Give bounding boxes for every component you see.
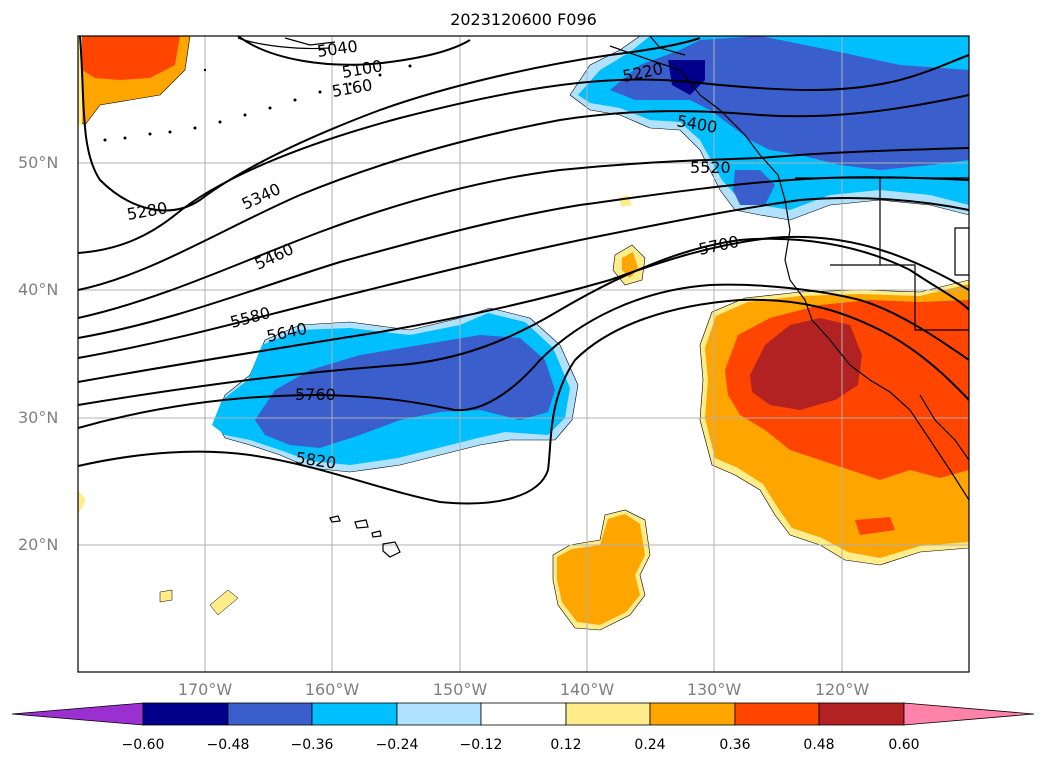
gridlines bbox=[78, 36, 969, 672]
contour-labels: 5040 5100 5160 5280 5340 5460 5580 5640 … bbox=[125, 36, 740, 472]
lon-label: 130°W bbox=[686, 680, 742, 699]
lon-label: 120°W bbox=[814, 680, 870, 699]
lat-label: 40°N bbox=[18, 280, 59, 299]
lon-label: 140°W bbox=[559, 680, 615, 699]
lat-label: 50°N bbox=[18, 153, 59, 172]
colorbar-segment bbox=[480, 702, 567, 726]
contour-label: 5760 bbox=[295, 385, 336, 404]
colorbar-arrow-low bbox=[11, 702, 144, 726]
colorbar-tick-label: 0.36 bbox=[719, 737, 751, 753]
colorbar-tick-label: −0.24 bbox=[375, 737, 419, 753]
aleutian-islands bbox=[103, 64, 412, 142]
colorbar-tick-label: 0.60 bbox=[888, 737, 920, 753]
colorbar-tick-label: −0.48 bbox=[206, 737, 250, 753]
hawaii-islands bbox=[329, 515, 401, 558]
colorbar-tick-label: −0.36 bbox=[290, 737, 334, 753]
map-title: 2023120600 F096 bbox=[450, 10, 597, 29]
colorbar-tick-label: 0.48 bbox=[803, 737, 835, 753]
colorbar-segment bbox=[734, 702, 820, 726]
colorbar-tick-label: −0.60 bbox=[121, 737, 165, 753]
colorbar-segment bbox=[311, 702, 398, 726]
colorbar-segment bbox=[818, 702, 905, 726]
colorbar-segment bbox=[396, 702, 482, 726]
lon-label: 170°W bbox=[177, 680, 233, 699]
colorbar-tick-label: −0.12 bbox=[459, 737, 503, 753]
colorbar-tick-label: 0.12 bbox=[550, 737, 582, 753]
map-frame bbox=[77, 35, 970, 673]
height-contours bbox=[78, 36, 969, 505]
colorbar-segment bbox=[142, 702, 229, 726]
lon-label: 150°W bbox=[432, 680, 488, 699]
colorbar-segment bbox=[565, 702, 651, 726]
lat-label: 20°N bbox=[18, 535, 59, 554]
colorbar-tick-label: 0.24 bbox=[634, 737, 666, 753]
colorbar-arrow-high bbox=[903, 702, 1035, 726]
contour-label: 5520 bbox=[690, 158, 731, 177]
colorbar bbox=[11, 702, 1035, 726]
lon-label: 160°W bbox=[304, 680, 360, 699]
colorbar-segment bbox=[649, 702, 736, 726]
colorbar-segment bbox=[227, 702, 313, 726]
lat-label: 30°N bbox=[18, 408, 59, 427]
